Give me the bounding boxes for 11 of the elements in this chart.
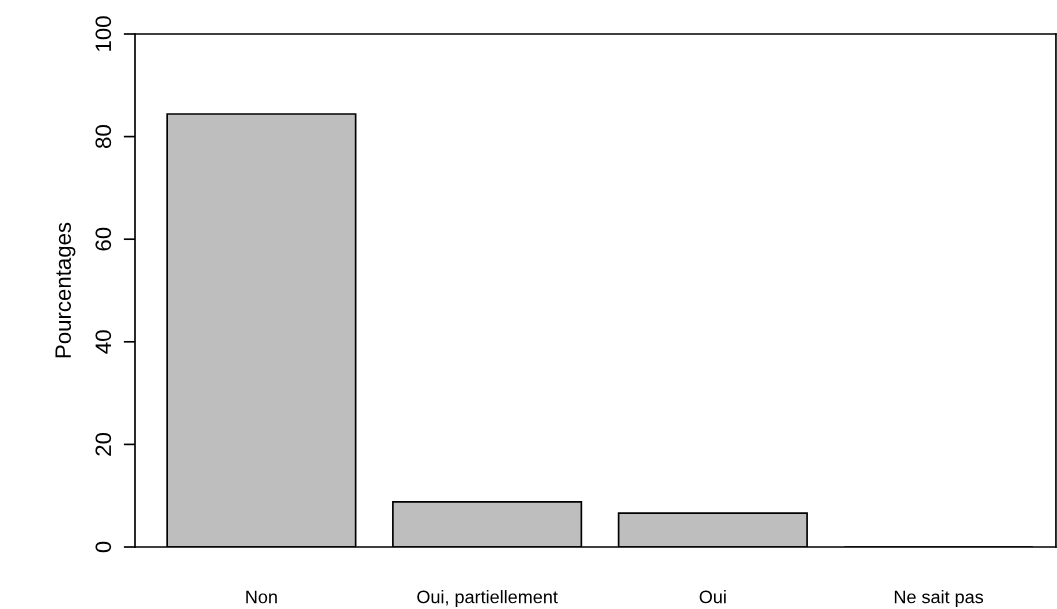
x-tick-label: Ne sait pas (894, 590, 984, 607)
y-tick-label: 60 (95, 227, 112, 251)
y-tick-label: 20 (95, 432, 112, 456)
x-tick-label: Oui, partiellement (417, 590, 558, 607)
y-axis-title: Pourcentages (55, 222, 76, 358)
x-tick-label: Oui (699, 590, 726, 604)
y-tick-label: 0 (95, 541, 112, 553)
y-tick-label: 100 (95, 16, 112, 51)
x-tick-label: Non (246, 590, 277, 604)
y-tick-label: 40 (95, 330, 112, 354)
y-tick-label: 80 (95, 125, 112, 148)
